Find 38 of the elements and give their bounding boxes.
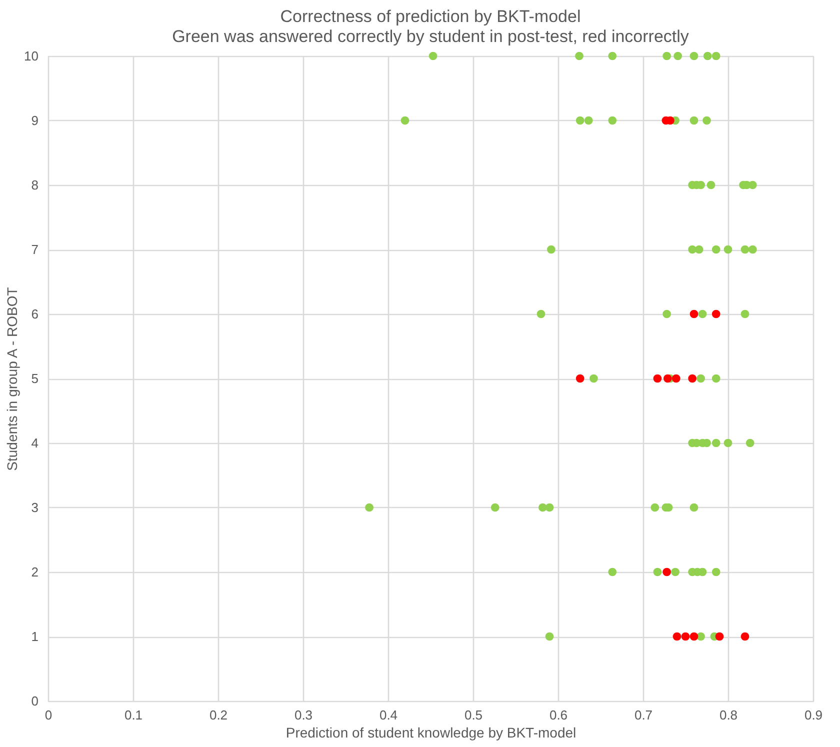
point bbox=[688, 374, 696, 383]
point bbox=[653, 374, 662, 383]
y-tick-label: 2 bbox=[31, 564, 38, 580]
x-tick-label: 0.9 bbox=[804, 708, 823, 722]
x-tick-label: 0 bbox=[44, 708, 52, 722]
y-tick-label: 8 bbox=[31, 178, 38, 192]
point bbox=[672, 374, 680, 383]
point bbox=[740, 632, 750, 641]
x-tick-label: 0.2 bbox=[209, 708, 228, 722]
point bbox=[681, 632, 690, 641]
point bbox=[712, 310, 720, 318]
y-tick-label: 4 bbox=[31, 436, 38, 450]
point bbox=[662, 568, 671, 576]
point bbox=[672, 632, 682, 641]
x-tick-label: 0.4 bbox=[379, 708, 398, 722]
point bbox=[690, 310, 698, 318]
x-tick-label: 0.1 bbox=[124, 708, 143, 722]
x-tick-label: 0.7 bbox=[634, 708, 653, 722]
y-tick-label: 7 bbox=[31, 242, 38, 257]
y-tick-label: 0 bbox=[31, 694, 38, 708]
point bbox=[690, 632, 698, 641]
y-axis-title: Students in group A - ROBOT bbox=[4, 286, 20, 471]
x-tick-label: 0.5 bbox=[464, 708, 483, 722]
x-tick-label: 0.3 bbox=[294, 708, 313, 722]
y-tick-label: 1 bbox=[31, 629, 38, 644]
point bbox=[576, 374, 584, 383]
x-tick-label: 0.6 bbox=[549, 708, 568, 722]
point bbox=[715, 632, 724, 641]
x-axis-title: Prediction of student knowledge by BKT-model bbox=[286, 724, 576, 740]
y-tick-label: 5 bbox=[31, 371, 38, 386]
y-tick-label: 10 bbox=[24, 48, 38, 64]
y-tick-label: 6 bbox=[31, 306, 38, 322]
y-tick-label: 9 bbox=[31, 113, 38, 128]
y-tick-label: 3 bbox=[31, 500, 38, 515]
point bbox=[663, 374, 672, 383]
chart-subtitle: Green was answered correctly by student in post-test, red incorrectly bbox=[172, 27, 690, 46]
x-tick-label: 0.8 bbox=[719, 708, 738, 722]
chart-title: Correctness of prediction by BKT-model bbox=[280, 7, 581, 26]
